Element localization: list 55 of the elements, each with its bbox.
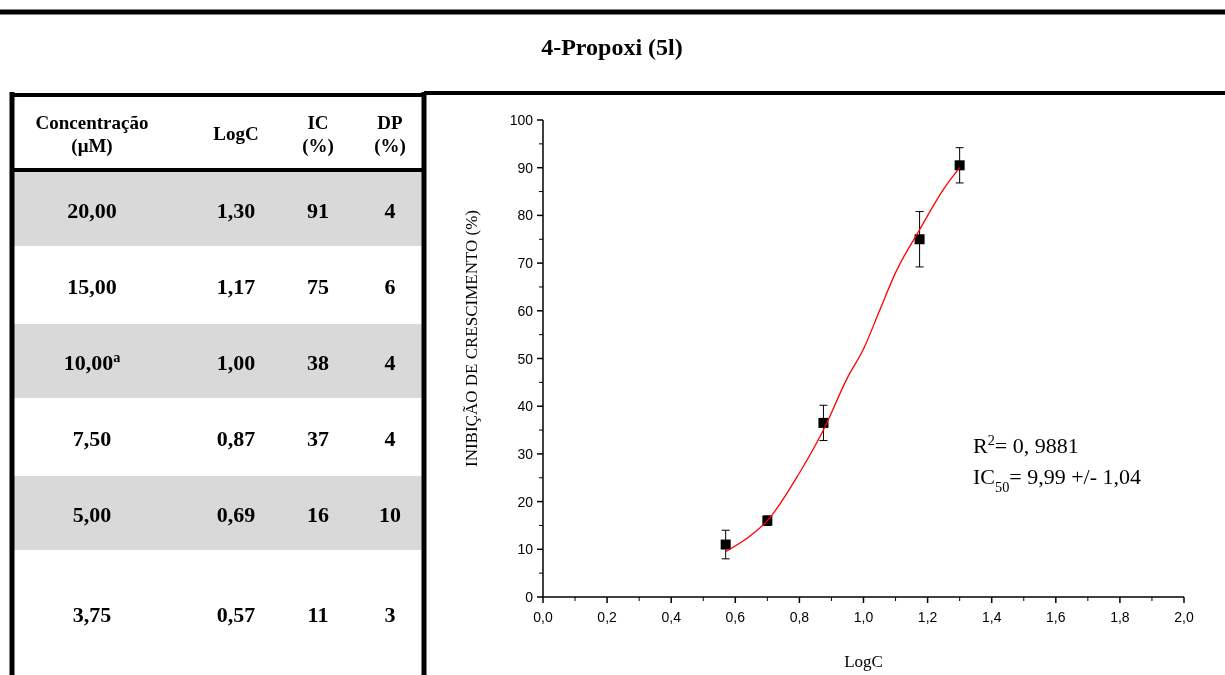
data-label: 4 — [384, 426, 396, 451]
category-label: 10,00$^{a}$ — [63, 349, 121, 375]
data-label: 11 — [307, 601, 329, 627]
y-tick-label: 80 — [517, 207, 534, 224]
x-tick-label: 1,6 — [1046, 609, 1066, 625]
category-label: 7,50 — [72, 426, 112, 451]
x-tick-label: 2,0 — [1174, 609, 1194, 625]
y-tick-label: 30 — [517, 445, 534, 462]
category-label: 3,75 — [72, 601, 112, 627]
y-tick-label: 20 — [517, 493, 534, 510]
x-tick-label: 0,2 — [597, 609, 618, 625]
series-label: IC (%) — [302, 111, 334, 157]
y-tick-label: 40 — [517, 398, 534, 415]
y-tick-label: 10 — [517, 541, 534, 558]
data-label: 75 — [307, 274, 329, 299]
category-label: 1,00 — [216, 350, 256, 375]
x-tick-label: 0,4 — [661, 609, 682, 625]
annotation: IC$_{50}$= 9,99 +/- 1,04 — [973, 464, 1142, 495]
chart-title: 4-Propoxi (5l) — [541, 34, 683, 60]
data-label: 4 — [384, 198, 396, 223]
data-label: 6 — [384, 274, 396, 299]
x-tick-label: 1,4 — [981, 609, 1002, 625]
data-label: 3 — [384, 601, 396, 627]
annotation: R$^{2}$= 0, 9881 — [973, 432, 1079, 458]
y-axis-title: INIBIÇÃO DE CRESCIMENTO (%) — [462, 209, 481, 468]
data-label: 37 — [307, 426, 329, 451]
text: DP (%) — [374, 111, 406, 157]
x-tick-label: 0,8 — [789, 609, 810, 625]
data-label: 10 — [379, 502, 401, 527]
category-label: 0,69 — [216, 502, 256, 527]
data-label: 4 — [384, 350, 396, 375]
category-label: 20,00 — [67, 198, 117, 223]
x-tick-label: 0,0 — [533, 609, 553, 625]
y-tick-label: 60 — [517, 302, 534, 319]
x-tick-label: 1,2 — [917, 609, 938, 625]
text: LogC — [213, 122, 259, 144]
x-tick-label: 1,0 — [853, 609, 874, 625]
category-label: 0,87 — [216, 426, 256, 451]
x-tick-label: 0,6 — [725, 609, 746, 625]
y-tick-label: 90 — [517, 159, 534, 176]
y-tick-label: 70 — [517, 255, 534, 272]
category-label: 0,57 — [216, 601, 256, 627]
category-label: 1,17 — [216, 274, 256, 299]
data-label: 16 — [307, 502, 329, 527]
category-label: 1,30 — [216, 198, 256, 223]
text: Concentração (μM) — [35, 111, 149, 157]
data-label: 91 — [307, 198, 329, 223]
y-tick-label: 100 — [509, 112, 534, 128]
y-tick-label: 0 — [525, 589, 534, 605]
data-label: 38 — [307, 350, 329, 375]
y-tick-label: 50 — [517, 350, 534, 367]
x-tick-label: 1,8 — [1110, 609, 1130, 625]
category-label: 15,00 — [67, 274, 117, 299]
x-axis-title: LogC — [844, 652, 883, 671]
category-label: 5,00 — [72, 502, 112, 527]
